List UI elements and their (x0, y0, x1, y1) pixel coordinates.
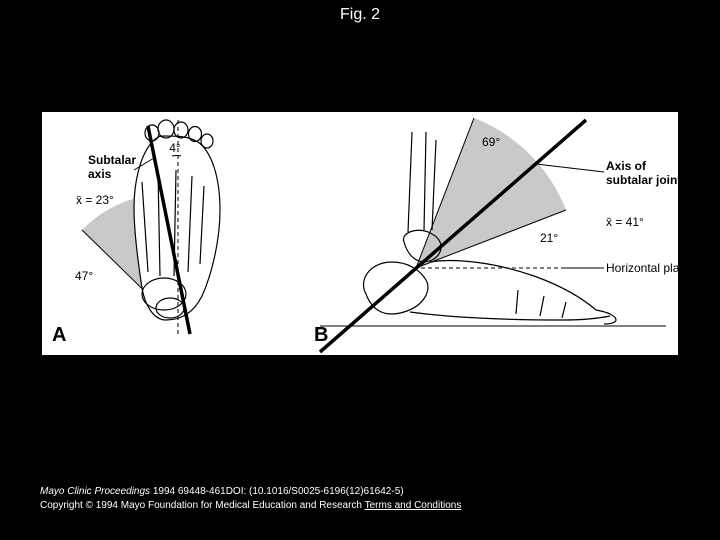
toe-icon (201, 134, 213, 148)
horizontal-plane-text: Horizontal plane (606, 261, 680, 275)
copyright-text: Copyright © 1994 Mayo Foundation for Med… (40, 500, 365, 511)
axis-label-line2: subtalar joint (606, 173, 680, 187)
caption: Mayo Clinic Proceedings 1994 69448-461DO… (40, 485, 461, 512)
lower-angle-text: 21° (540, 231, 558, 245)
toe-icon (189, 127, 202, 142)
xbar-a-text: x̄ = 23° (76, 193, 114, 207)
axis-label-leader (536, 164, 604, 172)
axis-label-line1: Axis of (606, 159, 647, 173)
panel-b: Horizontal plane 69° 21° (304, 112, 680, 355)
small-angle-text: 4° (169, 141, 181, 155)
panel-b-svg: Horizontal plane 69° 21° (304, 112, 680, 359)
figure-number: Fig. 2 (0, 6, 720, 24)
subtalar-axis-label-line1: Subtalar (88, 153, 136, 167)
panel-a-svg: 4° 47° Subtalar axis x̄ = 23° (42, 112, 304, 359)
phalange-ticks-icon (516, 290, 566, 318)
caption-line-2: Copyright © 1994 Mayo Foundation for Med… (40, 499, 461, 513)
toe-icon (158, 120, 174, 138)
figure-box: 4° 47° Subtalar axis x̄ = 23° A (40, 110, 680, 357)
citation-text: 1994 69448-461DOI: (10.1016/S0025-6196(1… (150, 486, 404, 497)
xbar-b-text: x̄ = 41° (606, 215, 644, 229)
forefoot-bottom-icon (410, 312, 610, 320)
upper-angle-text: 69° (482, 135, 500, 149)
arc-angle-text: 47° (75, 269, 93, 283)
tibia-fibula-icon (408, 132, 436, 232)
terms-and-conditions-link[interactable]: Terms and Conditions (365, 500, 462, 511)
journal-name: Mayo Clinic Proceedings (40, 486, 150, 497)
foot-outline-icon (134, 136, 220, 320)
toe-icon (174, 122, 188, 138)
panel-b-letter: B (314, 324, 328, 347)
panel-a: 4° 47° Subtalar axis x̄ = 23° A (42, 112, 304, 355)
panel-a-letter: A (52, 324, 66, 347)
small-angle-arc-icon (172, 155, 181, 156)
caption-line-1: Mayo Clinic Proceedings 1994 69448-461DO… (40, 485, 461, 499)
subtalar-axis-label-line2: axis (88, 167, 112, 181)
page: Fig. 2 (0, 0, 720, 540)
